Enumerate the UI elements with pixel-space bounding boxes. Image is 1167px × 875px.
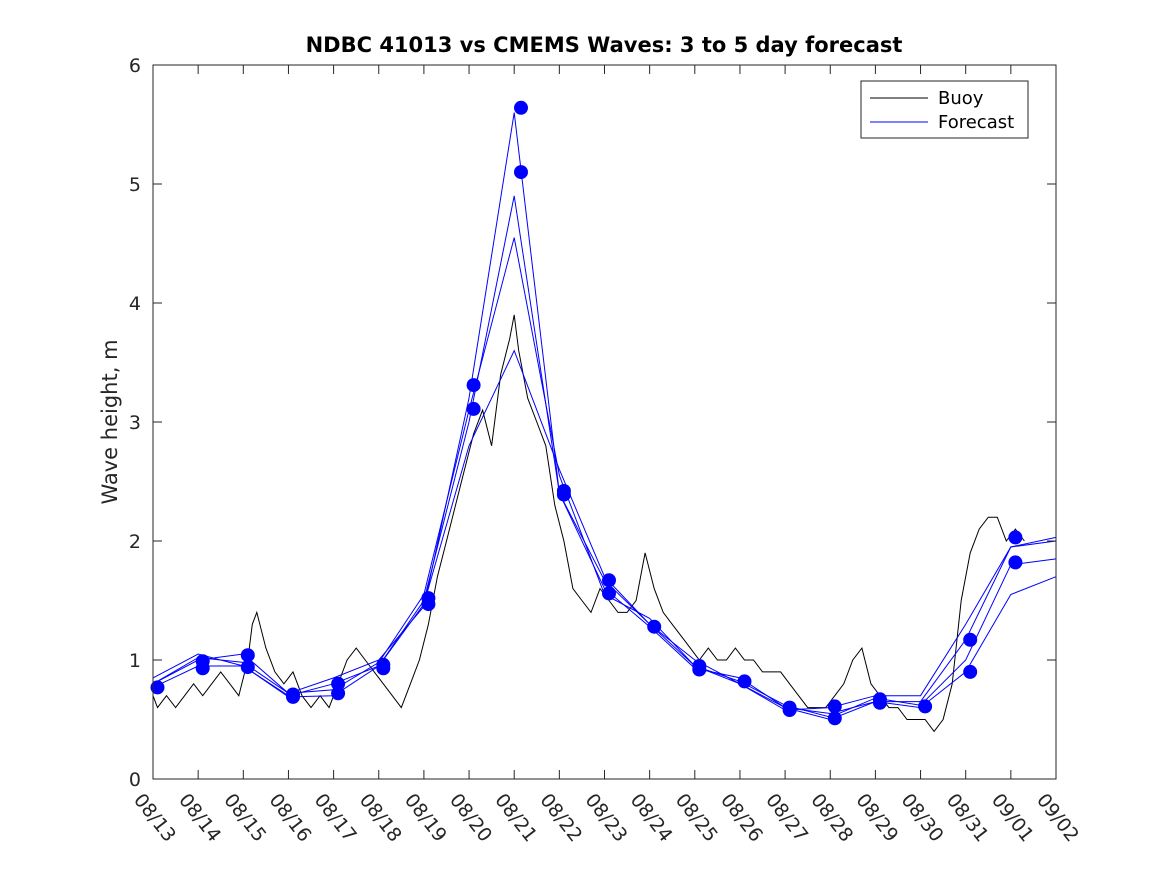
x-tick-label-9: 08/22 [535,790,586,847]
forecast-marker-21 [647,619,662,634]
forecast-marker-13 [466,401,481,416]
x-tick-label-6: 08/19 [400,790,451,847]
forecast-marker-30 [872,692,887,707]
y-tick-label-4: 4 [129,293,141,315]
forecast-marker-31 [918,699,933,714]
x-tick-label-4: 08/17 [310,790,361,847]
marker-layer [150,100,1023,726]
forecast-marker-8 [331,676,346,691]
legend-box [860,80,1029,139]
x-tick-label-20: 09/02 [1032,790,1083,847]
y-tick-label-2: 2 [129,531,141,553]
series-line-0 [152,314,1025,733]
forecast-marker-32 [963,664,978,679]
forecast-marker-16 [514,100,528,115]
forecast-marker-26 [782,700,797,715]
x-tick-label-1: 08/14 [174,790,225,847]
forecast-marker-34 [1008,555,1023,570]
forecast-marker-35 [1008,530,1023,545]
x-tick-label-3: 08/16 [265,790,316,847]
y-tick-label-6: 6 [129,55,141,77]
y-tick-label-0: 0 [129,769,141,791]
forecast-marker-4 [240,648,255,663]
plot-background [153,65,1056,779]
forecast-marker-0 [150,680,165,695]
forecast-marker-10 [376,657,391,672]
forecast-marker-27 [827,711,842,726]
x-tick-label-13: 08/26 [716,790,767,847]
legend: Buoy Forecast [860,80,1029,139]
tick-layer [152,64,1057,780]
forecast-marker-6 [286,687,300,702]
forecast-marker-3 [240,660,255,675]
x-tick-label-14: 08/27 [761,790,812,847]
x-tick-label-10: 08/23 [581,790,632,847]
x-tick-label-8: 08/21 [490,790,541,847]
forecast-marker-18 [556,484,571,498]
forecast-marker-12 [421,591,436,606]
x-tick-label-15: 08/28 [806,790,857,847]
y-tick-label-5: 5 [129,174,141,196]
forecast-marker-19 [602,586,616,601]
y-tick-label-1: 1 [129,650,141,672]
x-tick-label-11: 08/24 [626,790,677,847]
x-tick-label-12: 08/25 [671,790,722,847]
legend-label-buoy: Buoy [938,88,984,109]
forecast-marker-23 [692,659,707,673]
chart-title: NDBC 41013 vs CMEMS Waves: 3 to 5 day fo… [306,33,903,57]
x-tick-labels: 08/1308/1408/1508/1608/1708/1808/1908/20… [129,790,1083,847]
x-tick-label-18: 08/31 [942,790,993,847]
y-tick-label-3: 3 [129,412,141,434]
forecast-marker-20 [602,573,616,588]
x-tick-label-2: 08/15 [219,790,270,847]
x-tick-label-7: 08/20 [445,790,496,847]
x-tick-label-0: 08/13 [129,790,180,847]
y-axis-label: Wave height, m [98,339,122,504]
x-tick-label-17: 08/30 [897,790,948,847]
y-tick-labels: 0 1 2 3 4 5 6 [129,55,141,791]
forecast-marker-15 [514,165,528,180]
x-tick-label-19: 09/01 [987,790,1038,847]
forecast-marker-14 [466,378,481,393]
forecast-marker-28 [827,699,842,714]
forecast-marker-24 [737,674,752,689]
forecast-marker-2 [195,654,210,669]
forecast-marker-33 [963,632,978,647]
legend-label-forecast: Forecast [938,112,1014,133]
x-tick-label-16: 08/29 [851,790,902,847]
x-tick-label-5: 08/18 [355,790,406,847]
